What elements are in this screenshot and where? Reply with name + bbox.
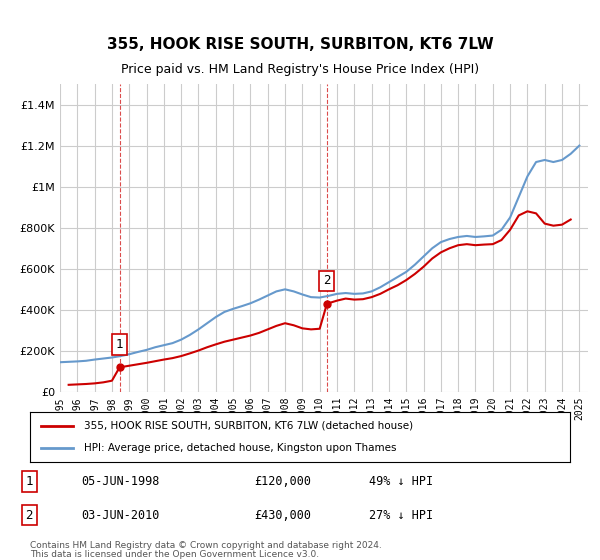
Text: Price paid vs. HM Land Registry's House Price Index (HPI): Price paid vs. HM Land Registry's House …: [121, 63, 479, 77]
Text: This data is licensed under the Open Government Licence v3.0.: This data is licensed under the Open Gov…: [30, 550, 319, 559]
Text: 03-JUN-2010: 03-JUN-2010: [81, 508, 160, 522]
Text: 05-JUN-1998: 05-JUN-1998: [81, 475, 160, 488]
Text: £430,000: £430,000: [254, 508, 311, 522]
Text: 49% ↓ HPI: 49% ↓ HPI: [369, 475, 433, 488]
Text: £120,000: £120,000: [254, 475, 311, 488]
Text: HPI: Average price, detached house, Kingston upon Thames: HPI: Average price, detached house, King…: [84, 443, 397, 453]
Text: 27% ↓ HPI: 27% ↓ HPI: [369, 508, 433, 522]
Text: Contains HM Land Registry data © Crown copyright and database right 2024.: Contains HM Land Registry data © Crown c…: [30, 541, 382, 550]
Text: 1: 1: [116, 338, 124, 351]
Text: 355, HOOK RISE SOUTH, SURBITON, KT6 7LW (detached house): 355, HOOK RISE SOUTH, SURBITON, KT6 7LW …: [84, 421, 413, 431]
Text: 1: 1: [26, 475, 33, 488]
Text: 355, HOOK RISE SOUTH, SURBITON, KT6 7LW: 355, HOOK RISE SOUTH, SURBITON, KT6 7LW: [107, 38, 493, 52]
Text: 2: 2: [26, 508, 33, 522]
Text: 2: 2: [323, 274, 331, 287]
